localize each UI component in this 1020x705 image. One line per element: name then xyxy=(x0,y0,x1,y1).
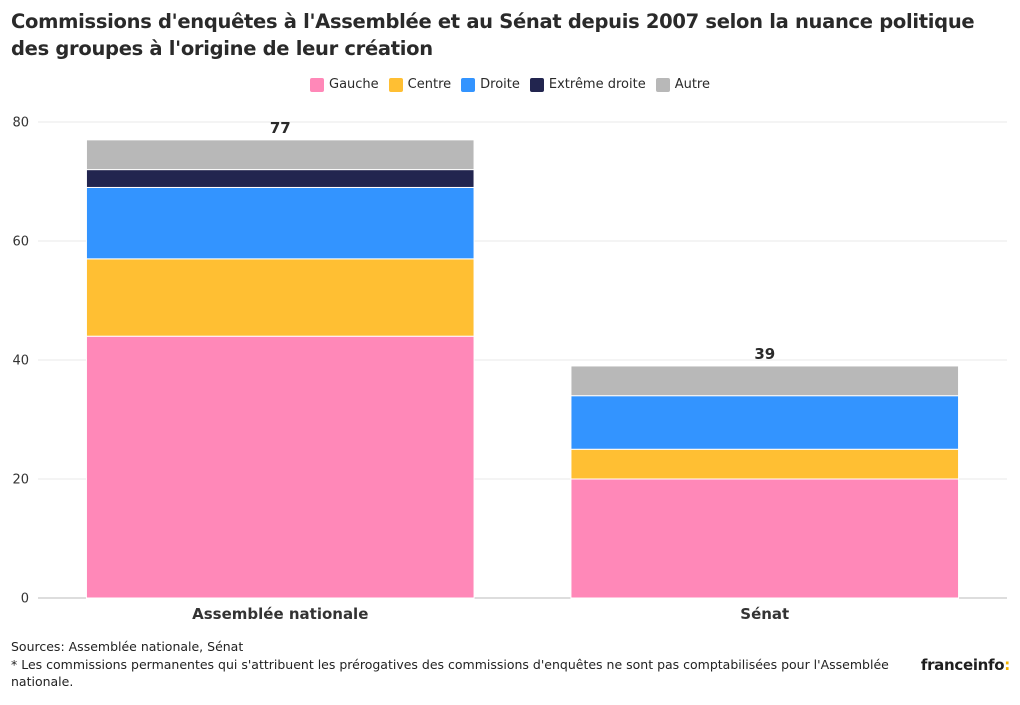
legend-label: Extrême droite xyxy=(548,77,646,92)
bar-segment xyxy=(85,335,475,599)
y-tick-label: 40 xyxy=(12,354,29,369)
sources-text: Sources: Assemblée nationale, Sénat xyxy=(11,639,244,654)
bar-segment xyxy=(85,169,475,188)
brand-name: franceinfo xyxy=(920,656,1005,674)
legend-label: Droite xyxy=(480,77,520,92)
legend-item: Centre xyxy=(388,77,452,92)
brand-colon: : xyxy=(1004,656,1010,674)
legend-label: Autre xyxy=(674,77,710,92)
legend-label: Centre xyxy=(407,77,452,92)
legend: Gauche Centre Droite Extrême droite Autre xyxy=(0,77,1020,92)
bar-segment xyxy=(85,258,475,337)
legend-swatch xyxy=(529,77,544,92)
y-tick-label: 0 xyxy=(21,592,29,607)
footer: Sources: Assemblée nationale, Sénat * Le… xyxy=(11,638,911,691)
legend-swatch xyxy=(310,77,324,92)
legend-item: Autre xyxy=(655,77,710,92)
legend-label: Gauche xyxy=(329,77,379,92)
bar-segment xyxy=(570,448,960,480)
bar-segment xyxy=(570,365,960,397)
legend-swatch xyxy=(655,77,670,92)
x-tick-label: Assemblée nationale xyxy=(192,605,368,623)
legend-swatch xyxy=(461,77,476,92)
y-tick-label: 20 xyxy=(12,473,29,488)
legend-item: Droite xyxy=(461,77,520,92)
x-tick-label: Sénat xyxy=(740,605,789,623)
bar-segment xyxy=(85,186,475,260)
total-label: 77 xyxy=(270,119,291,137)
y-tick-label: 80 xyxy=(12,116,29,131)
bar-segment xyxy=(85,139,475,171)
chart-title: Commissions d'enquêtes à l'Assemblée et … xyxy=(11,10,975,60)
bar-segment xyxy=(570,395,960,450)
bar-segment xyxy=(570,478,960,599)
legend-item: Gauche xyxy=(310,77,379,92)
y-tick-label: 60 xyxy=(12,235,29,250)
footnote-text: * Les commissions permanentes qui s'attr… xyxy=(11,656,889,690)
legend-item: Extrême droite xyxy=(529,77,646,92)
total-label: 39 xyxy=(754,345,775,363)
brand-logo: franceinfo: xyxy=(921,656,1010,674)
legend-swatch xyxy=(388,77,403,92)
